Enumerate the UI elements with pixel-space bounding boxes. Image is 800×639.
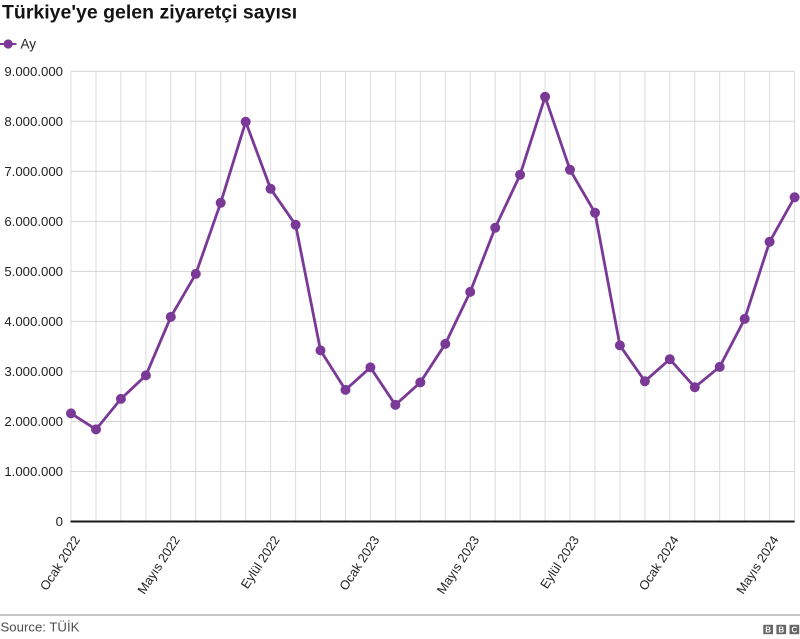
- svg-text:Eylül 2022: Eylül 2022: [237, 533, 282, 591]
- svg-text:B: B: [778, 625, 784, 634]
- svg-text:Ocak 2024: Ocak 2024: [636, 533, 682, 593]
- svg-text:Ay: Ay: [21, 37, 37, 52]
- svg-text:8.000.000: 8.000.000: [4, 114, 63, 129]
- svg-text:Eylül 2023: Eylül 2023: [537, 533, 582, 591]
- svg-text:6.000.000: 6.000.000: [4, 214, 63, 229]
- svg-text:9.000.000: 9.000.000: [4, 64, 63, 79]
- svg-text:3.000.000: 3.000.000: [4, 364, 63, 379]
- svg-text:Ocak 2022: Ocak 2022: [37, 533, 83, 593]
- svg-text:4.000.000: 4.000.000: [4, 314, 63, 329]
- svg-text:Mayıs 2022: Mayıs 2022: [134, 533, 183, 597]
- svg-text:Türkiye'ye gelen ziyaretçi say: Türkiye'ye gelen ziyaretçi sayısı: [2, 2, 297, 24]
- svg-text:1.000.000: 1.000.000: [4, 464, 63, 479]
- svg-text:Mayıs 2023: Mayıs 2023: [434, 533, 483, 597]
- svg-text:Source: TÜİK: Source: TÜİK: [1, 620, 80, 635]
- svg-text:Mayıs 2024: Mayıs 2024: [733, 533, 782, 597]
- svg-text:C: C: [791, 625, 797, 634]
- svg-text:2.000.000: 2.000.000: [4, 414, 63, 429]
- svg-text:5.000.000: 5.000.000: [4, 264, 63, 279]
- svg-text:7.000.000: 7.000.000: [4, 164, 63, 179]
- svg-text:0: 0: [56, 514, 63, 529]
- svg-text:Ocak 2023: Ocak 2023: [336, 533, 382, 593]
- svg-text:B: B: [765, 625, 771, 634]
